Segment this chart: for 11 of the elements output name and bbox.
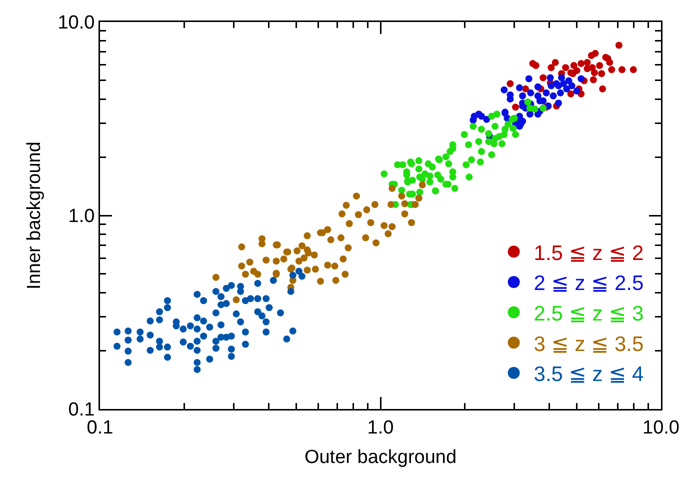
x-axis-title: Outer background [304,446,457,468]
x-tick-label: 1.0 [367,417,394,438]
legend-label: 3.5 ≦ z ≦ 4 [534,363,644,386]
y-tick-label: 1.0 [68,206,95,228]
legend-label: 3 ≦ z ≦ 3.5 [534,332,644,356]
y-axis-title: Inner background [24,142,45,290]
x-tick-label: 10.0 [642,417,680,438]
legend-label: 2.5 ≦ z ≦ 3 [534,302,644,326]
legend-label: 1.5 ≦ z ≦ 2 [534,242,644,265]
y-tick-label: 10.0 [58,12,95,34]
legend-label: 2 ≦ z ≦ 2.5 [534,272,644,296]
